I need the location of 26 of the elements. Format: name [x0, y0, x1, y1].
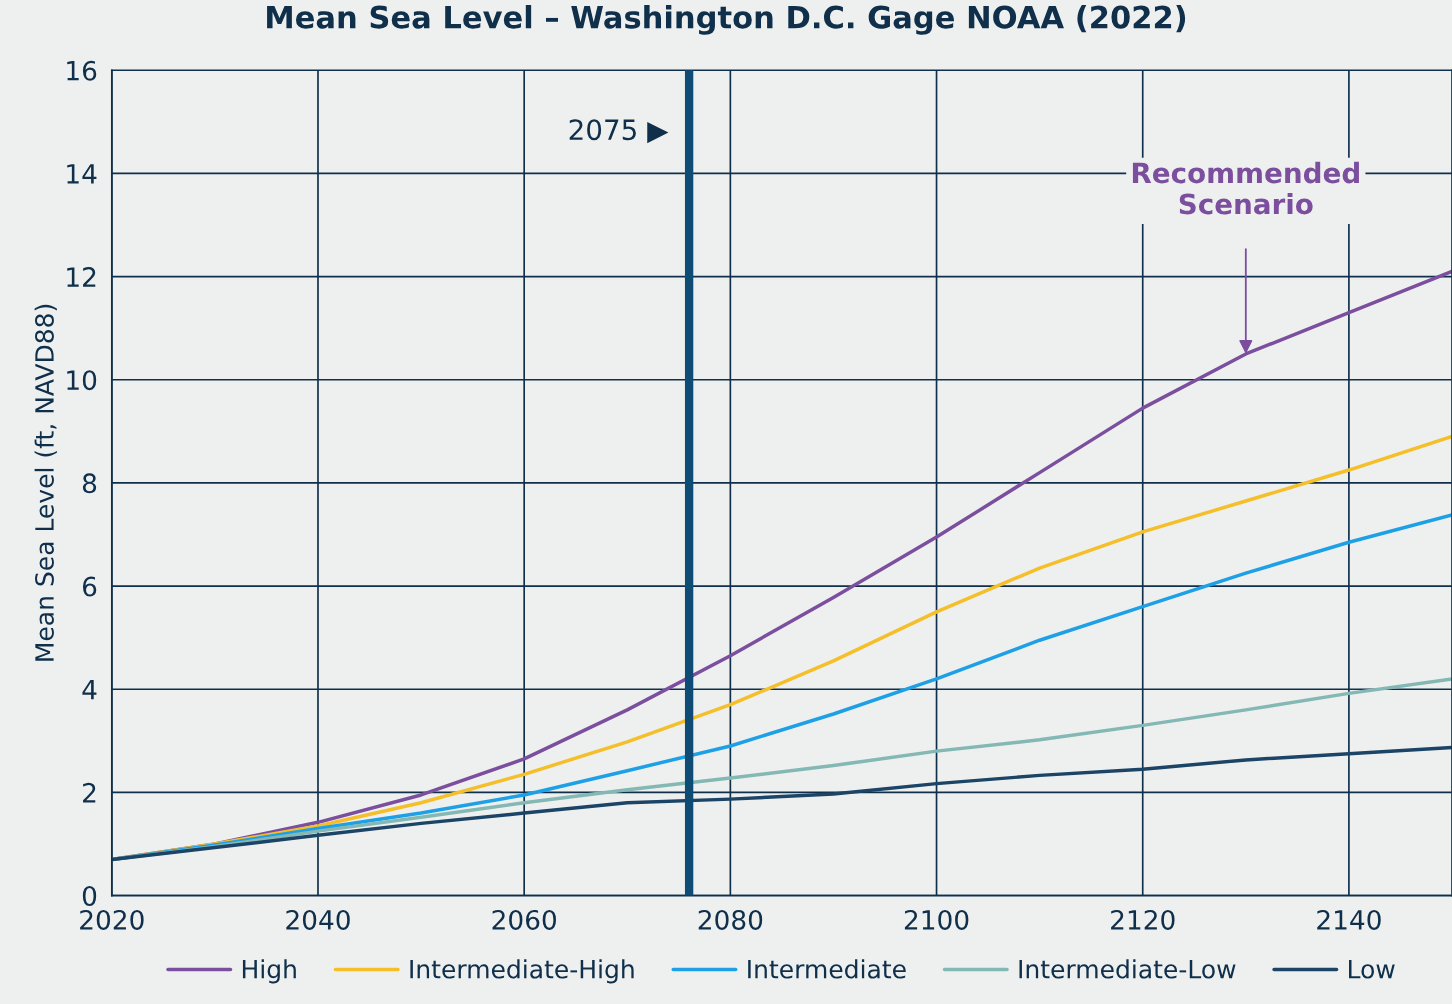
legend-label: Intermediate-High — [410, 959, 634, 984]
x-tick-label: 2040 — [286, 909, 350, 930]
legend-label: Low — [1349, 959, 1395, 979]
y-tick-label: 14 — [67, 164, 97, 184]
y-tick-label: 6 — [82, 576, 97, 597]
y-tick-label: 0 — [82, 886, 97, 906]
x-tick-label: 2120 — [1111, 909, 1175, 930]
line-series — [111, 745, 1452, 862]
legend-label: Intermediate-Low — [1019, 959, 1236, 979]
annotation: Recommended Scenario — [1132, 161, 1359, 215]
legend-label: Intermediate — [748, 959, 906, 979]
x-tick-label: 2140 — [1317, 909, 1381, 930]
y-tick-label: 12 — [67, 267, 96, 287]
y-tick-label: 8 — [82, 473, 97, 494]
x-tick-label: 2100 — [904, 909, 969, 930]
chart-title: Mean Sea Level – Washington D.C. Gage NOAA (2022) — [267, 5, 1186, 35]
y-tick-label: 10 — [67, 370, 97, 391]
y-tick-label: 4 — [82, 680, 97, 700]
y-axis-title: Mean Sea Level (ft, NAVD88) — [34, 304, 57, 661]
x-tick-label: 2020 — [80, 909, 144, 930]
ref-line-label: 2075 ▶ — [569, 119, 669, 144]
y-tick-label: 16 — [67, 60, 97, 81]
legend-label: High — [242, 959, 296, 984]
x-tick-label: 2060 — [492, 909, 556, 930]
x-tick-label: 2080 — [698, 909, 763, 930]
y-tick-label: 2 — [83, 782, 96, 803]
